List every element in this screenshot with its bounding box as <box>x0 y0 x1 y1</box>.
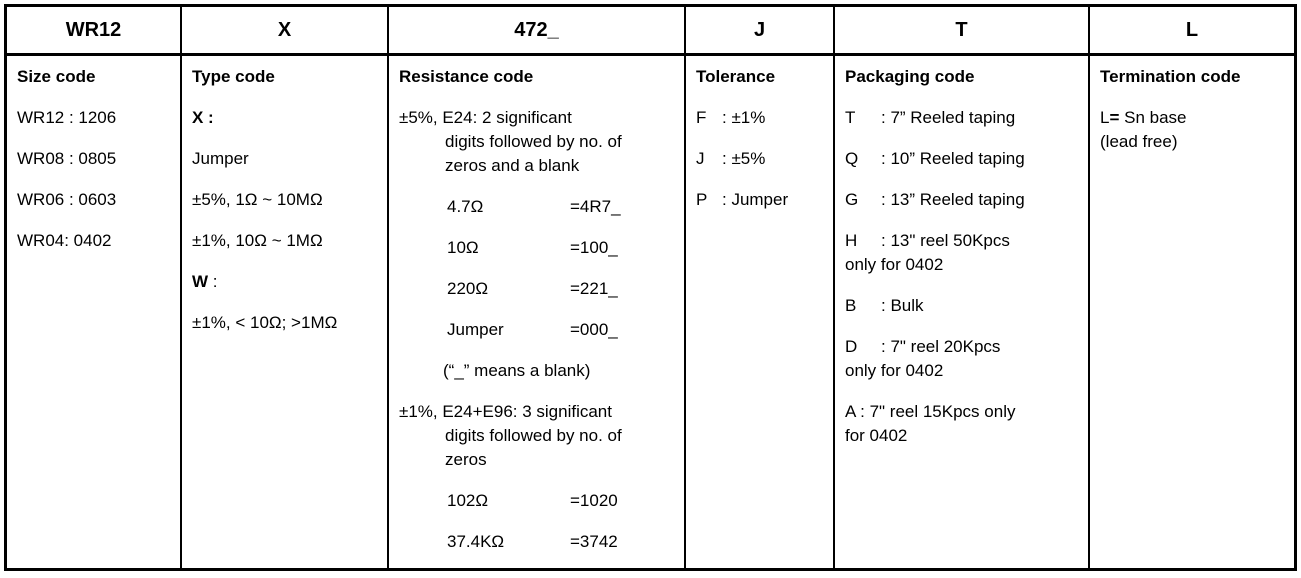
resistance-code-title: Resistance code <box>399 67 534 86</box>
termination-letter: L <box>1100 108 1110 127</box>
packaging-desc: : Bulk <box>881 296 924 315</box>
packaging-desc: : 10” Reeled taping <box>881 149 1025 168</box>
type-x-range-5pct: ±5%, 1Ω ~ 10MΩ <box>192 190 323 209</box>
packaging-desc: : 13” Reeled taping <box>881 190 1025 209</box>
size-code-item: WR06 : 0603 <box>17 190 117 209</box>
header-packaging-code: T <box>835 7 1090 53</box>
termination-leadfree-note: (lead free) <box>1100 132 1178 151</box>
type-x-label: X : <box>192 108 214 127</box>
resistance-example-value: 37.4KΩ <box>447 532 505 551</box>
packaging-item: A : 7" reel 15Kpcs only for 0402 <box>845 400 1082 448</box>
resistance-example-value: 4.7Ω <box>447 197 484 216</box>
tolerance-desc: : ±5% <box>722 149 766 168</box>
tolerance-letter: F <box>696 108 707 127</box>
tolerance-title: Tolerance <box>696 67 776 86</box>
resistance-example: 102Ω =1020 <box>447 489 678 513</box>
packaging-item: B : Bulk <box>845 294 1082 318</box>
header-termination-code: L <box>1185 18 1199 41</box>
resistance-example-code: =000_ <box>570 320 618 339</box>
type-w-letter: W <box>192 272 209 291</box>
packaging-desc: : 13" reel 50Kpcs <box>881 231 1010 250</box>
tolerance-letter: J <box>696 149 705 168</box>
packaging-line2: only for 0402 <box>845 361 944 380</box>
packaging-item: D : 7" reel 20Kpcs only for 0402 <box>845 335 1082 383</box>
packaging-line1: A : 7" reel 15Kpcs only <box>845 402 1016 421</box>
resistance-example: 220Ω =221_ <box>447 277 678 301</box>
resistance-example-value: 10Ω <box>447 238 479 257</box>
packaging-code-title: Packaging code <box>845 67 975 86</box>
packaging-item: T : 7” Reeled taping <box>845 106 1082 130</box>
packaging-line2: for 0402 <box>845 426 908 445</box>
size-code-item: WR08 : 0805 <box>17 149 117 168</box>
type-w-label: W : <box>192 270 381 294</box>
resistance-example-code: =100_ <box>570 238 618 257</box>
resistance-example-value: 102Ω <box>447 491 489 510</box>
resistance-rule-5pct: ±5%, E24: 2 significant digits followed … <box>399 108 622 175</box>
resistance-example: 10Ω =100_ <box>447 236 678 260</box>
resistance-example: Jumper =000_ <box>447 318 678 342</box>
resistance-blank-note: (“_” means a blank) <box>443 361 591 380</box>
termination-code-title: Termination code <box>1100 67 1241 86</box>
tolerance-item: P : Jumper <box>696 188 827 212</box>
packaging-letter: G <box>845 190 859 209</box>
header-resistance-code: 472_ <box>389 7 686 53</box>
part-number-code-table: WR12 X 472_ J T L Size code WR12 : 1206 … <box>4 4 1297 571</box>
type-w-colon: : <box>208 272 218 291</box>
resistance-example: 37.4KΩ =3742 <box>447 530 678 554</box>
packaging-letter: D <box>845 337 858 356</box>
packaging-desc: : 7” Reeled taping <box>881 108 1016 127</box>
tolerance-desc: : ±1% <box>722 108 766 127</box>
size-code-title: Size code <box>17 67 96 86</box>
termination-equals: = <box>1109 108 1120 127</box>
code-description-row: Size code WR12 : 1206 WR08 : 0805 WR06 :… <box>7 56 1294 571</box>
type-w-range: ±1%, < 10Ω; >1MΩ <box>192 313 338 332</box>
size-code-item: WR12 : 1206 <box>17 108 117 127</box>
termination-desc: L= Sn base <box>1100 106 1288 130</box>
resistance-example-value: Jumper <box>447 320 504 339</box>
termination-code-cell: Termination code L= Sn base (lead free) <box>1090 56 1294 571</box>
packaging-line2: only for 0402 <box>845 255 944 274</box>
packaging-line1: D : 7" reel 20Kpcs <box>845 335 1082 359</box>
packaging-code-cell: Packaging code T : 7” Reeled taping Q : 10… <box>835 56 1090 571</box>
resistance-rule-1pct: ±1%, E24+E96: 3 significant digits follo… <box>399 402 622 469</box>
packaging-item: H : 13" reel 50Kpcs only for 0402 <box>845 229 1082 277</box>
packaging-desc: : 7" reel 20Kpcs <box>881 337 1001 356</box>
tolerance-item: F : ±1% <box>696 106 827 130</box>
packaging-item: G : 13” Reeled taping <box>845 188 1082 212</box>
resistance-example-code: =4R7_ <box>570 197 621 216</box>
size-code-item: WR04: 0402 <box>17 231 112 250</box>
tolerance-cell: Tolerance F : ±1% J : ±5% P : Jumper <box>686 56 835 571</box>
part-number-header-row: WR12 X 472_ J T L <box>7 7 1294 56</box>
resistance-example-value: 220Ω <box>447 279 489 298</box>
type-code-cell: Type code X : Jumper ±5%, 1Ω ~ 10MΩ ±1%,… <box>182 56 389 571</box>
type-code-title: Type code <box>192 67 275 86</box>
size-code-cell: Size code WR12 : 1206 WR08 : 0805 WR06 :… <box>7 56 182 571</box>
tolerance-desc: : Jumper <box>722 190 789 209</box>
termination-material: Sn base <box>1119 108 1187 127</box>
resistance-example-code: =221_ <box>570 279 618 298</box>
packaging-letter: Q <box>845 149 859 168</box>
packaging-line1: H : 13" reel 50Kpcs <box>845 229 1082 253</box>
packaging-letter: T <box>845 108 856 127</box>
header-tolerance-code: J <box>686 7 835 53</box>
resistance-example-code: =3742 <box>570 532 618 551</box>
packaging-item: Q : 10” Reeled taping <box>845 147 1082 171</box>
tolerance-item: J : ±5% <box>696 147 827 171</box>
packaging-letter: H <box>845 231 858 250</box>
resistance-code-cell: Resistance code ±5%, E24: 2 significant … <box>389 56 686 571</box>
type-x-range-1pct: ±1%, 10Ω ~ 1MΩ <box>192 231 323 250</box>
resistance-example: 4.7Ω =4R7_ <box>447 195 678 219</box>
type-jumper-label: Jumper <box>192 149 249 168</box>
header-type-code: X <box>182 7 389 53</box>
resistance-example-code: =1020 <box>570 491 618 510</box>
packaging-letter: B <box>845 296 857 315</box>
tolerance-letter: P <box>696 190 708 209</box>
header-size-code: WR12 <box>7 7 182 53</box>
